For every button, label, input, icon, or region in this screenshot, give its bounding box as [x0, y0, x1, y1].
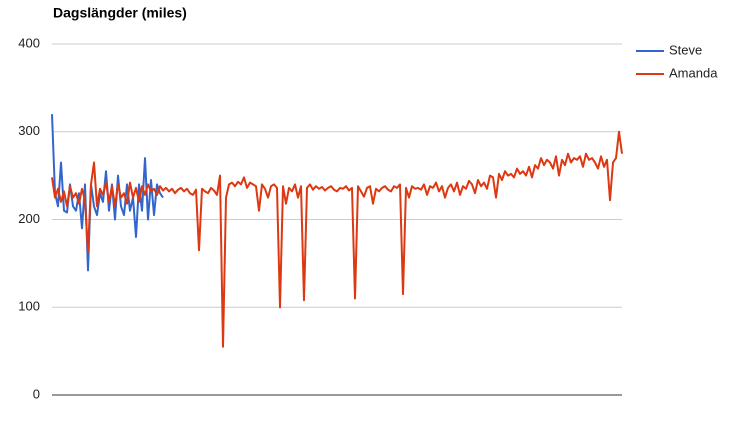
legend-label: Steve	[669, 42, 702, 57]
y-tick-label: 100	[18, 299, 40, 314]
y-tick-label: 200	[18, 211, 40, 226]
legend-label: Amanda	[669, 65, 718, 80]
y-tick-label: 0	[33, 386, 40, 401]
y-tick-label: 300	[18, 123, 40, 138]
series-line	[51, 130, 623, 348]
y-tick-label: 400	[18, 35, 40, 50]
chart-title: Dagslängder (miles)	[53, 5, 187, 21]
